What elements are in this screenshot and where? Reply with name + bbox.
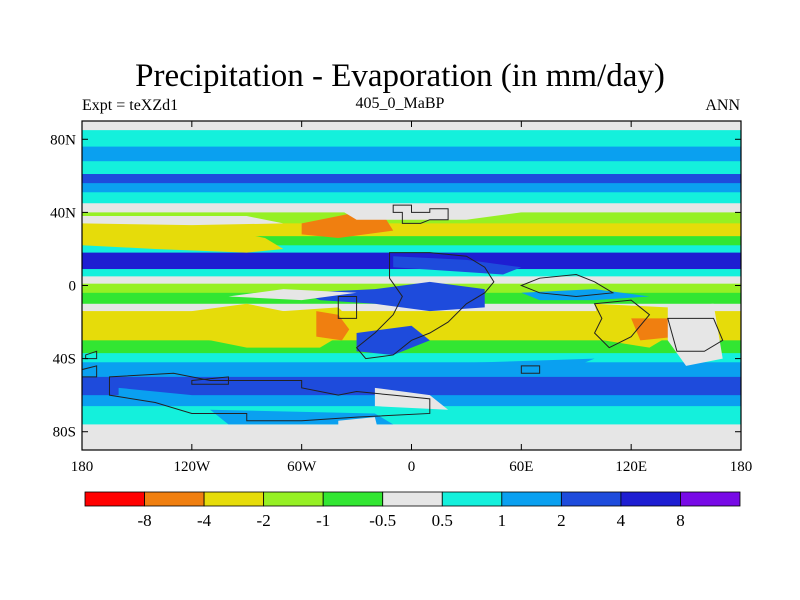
field-band (82, 424, 741, 435)
colorbar-box (322, 491, 384, 507)
period-label: 405_0_MaBP (355, 95, 445, 112)
colorbar-box (263, 491, 324, 507)
colorbar-label: -8 (137, 511, 151, 530)
x-tick-label: 60W (287, 459, 317, 475)
field-band (82, 223, 741, 237)
colorbar-label: 0.5 (432, 511, 453, 530)
x-tick-label: 180 (71, 459, 94, 475)
land-outline (355, 252, 495, 360)
colorbar-label: -1 (316, 511, 330, 530)
field-band (82, 376, 741, 396)
y-tick-label: 80N (50, 132, 76, 148)
colorbar-label: 8 (676, 511, 685, 530)
land-outline (667, 317, 724, 352)
land-outline (519, 274, 615, 297)
x-tick-label: 120W (173, 459, 211, 475)
colorbar-box (203, 491, 265, 507)
chart-title: Precipitation - Evaporation (in mm/day) (135, 58, 665, 94)
field-patch (82, 311, 156, 337)
season-label: ANN (705, 97, 740, 114)
field-patch (228, 289, 357, 301)
field-patch (191, 303, 357, 348)
field-band (82, 130, 741, 148)
colorbar-label: -0.5 (369, 511, 396, 530)
field-band (82, 433, 741, 450)
colorbar-box (620, 491, 681, 507)
field-band (82, 146, 741, 162)
colorbar-box (441, 491, 503, 507)
y-tick-label: 40S (53, 352, 76, 368)
field-band (82, 174, 741, 184)
experiment-label: Expt = teXZd1 (82, 97, 179, 114)
field-patch (82, 216, 284, 226)
land-outline (82, 365, 98, 378)
colorbar-box (680, 491, 741, 507)
y-tick-label: 80S (53, 425, 76, 441)
field-patch (118, 387, 192, 407)
land-outline (191, 376, 229, 385)
colorbar-label: -4 (197, 511, 212, 530)
field-band (82, 406, 741, 425)
field-band (82, 183, 741, 193)
field-patch (82, 227, 284, 253)
colorbar-box (144, 491, 205, 507)
land-outline (337, 295, 358, 319)
field-band (82, 192, 741, 204)
field-band (82, 161, 741, 175)
y-tick-label: 40N (50, 205, 76, 221)
x-tick-label: 180 (730, 459, 753, 475)
field-band (82, 276, 741, 285)
axes: 180 120W 60W 0 60E 120E 180 80N 40N 0 40S 80S (50, 121, 752, 475)
land-outline (593, 299, 651, 349)
x-tick-label: 0 (408, 459, 416, 475)
colorbar-box (84, 491, 145, 507)
field-band (82, 245, 741, 254)
colorbar-label: 2 (557, 511, 566, 530)
field-patch (338, 417, 379, 432)
field-patch (631, 318, 677, 341)
field-band (82, 269, 741, 277)
y-tick-label: 0 (69, 279, 77, 295)
land-outline (108, 372, 431, 422)
field-patch (393, 256, 522, 275)
colorbar-box (560, 491, 622, 507)
land-outline (392, 204, 449, 224)
colorbar-label: 1 (498, 511, 507, 530)
colorbar-label: 4 (617, 511, 626, 530)
field-patch (667, 303, 723, 366)
colorbar-label: -2 (257, 511, 271, 530)
field-patch (301, 281, 485, 312)
x-tick-label: 120E (615, 459, 647, 475)
field-patch (521, 289, 650, 301)
land-outlines (82, 204, 724, 422)
x-tick-label: 60E (509, 459, 533, 475)
map-field (82, 121, 741, 450)
colorbar: -8 -4 -2 -1 -0.5 0.5 1 2 4 8 (84, 491, 741, 530)
land-outline (85, 350, 98, 360)
colorbar-box (501, 491, 562, 507)
colorbar-box (382, 491, 443, 507)
field-band (82, 236, 741, 246)
land-outline (520, 365, 541, 374)
field-band (82, 353, 741, 363)
